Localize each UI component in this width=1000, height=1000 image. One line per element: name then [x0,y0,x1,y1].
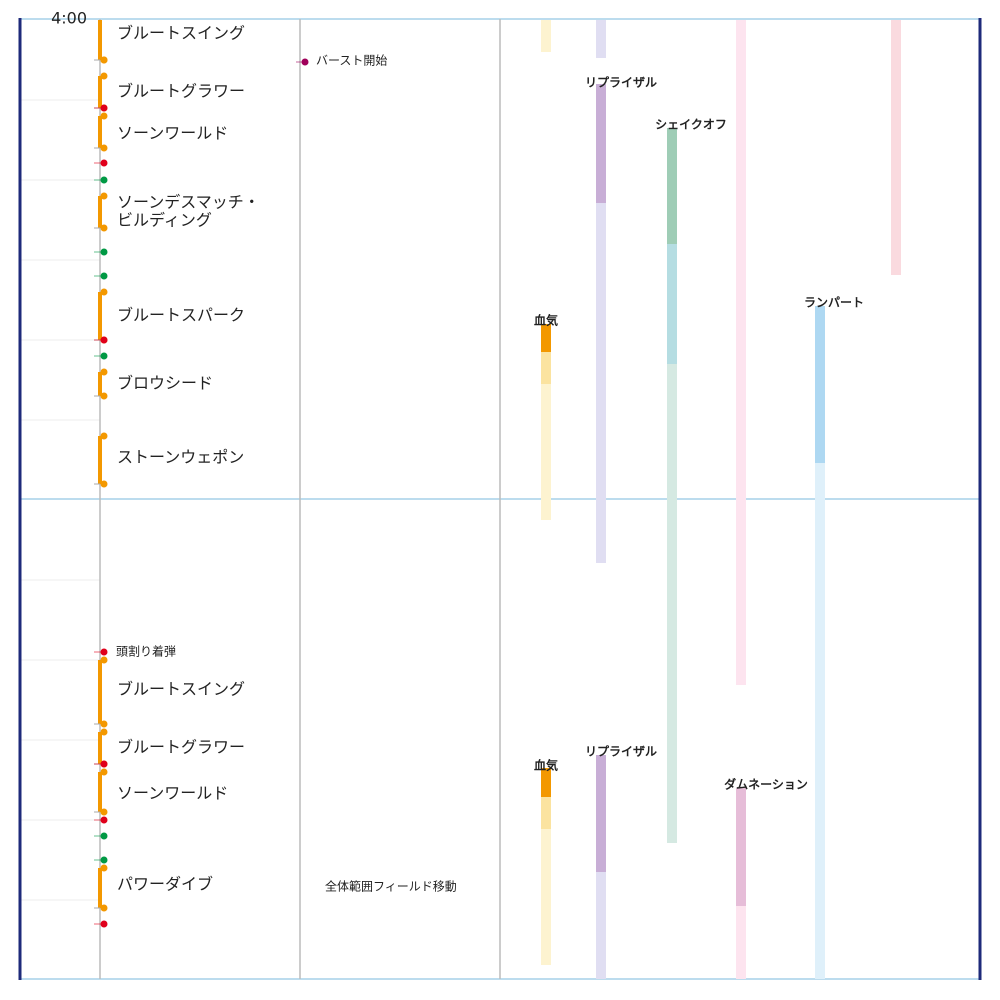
note-label: 全体範囲フィールド移動 [325,879,457,894]
buff-bar [815,306,825,463]
labels: 4:00 ブルートスイング ブルートグラワー ソーンワールド ソーンデスマッチ・… [51,9,864,894]
skill-dot [100,768,108,776]
buff-bar [541,829,551,965]
buff-label: ダムネーション [724,777,808,792]
buff-bar [541,352,551,384]
buff-bar [596,872,606,979]
skill-label: ブルートグラワー [117,738,245,757]
skill-label: ソーンデスマッチ・ [117,193,260,212]
skill-bar [98,868,102,908]
buff-bar [667,364,677,843]
skill-label: ブルートスパーク [117,306,245,325]
skill-label: ブロウシード [117,374,213,393]
skill-dot [100,720,108,728]
skill-dot [100,368,108,376]
skill-dot [100,192,108,200]
skill-dot [100,432,108,440]
skill-bar [98,20,102,60]
skill-dot [100,72,108,80]
skill-dot [100,144,108,152]
buff-label: リプライザル [585,744,657,759]
event-dot [100,648,108,656]
skill-dot [100,656,108,664]
note-label: バースト開始 [316,54,387,68]
skill-label: ソーンワールド [117,784,228,803]
skill-label: ソーンワールド [117,124,228,143]
buff-bar [667,244,677,364]
skill-bar [98,116,102,148]
grid [18,18,982,980]
bars [94,20,901,979]
event-dot [100,104,108,112]
buff-bar [596,20,606,58]
skill-label: ブルートスイング [117,24,245,43]
skill-dot [100,288,108,296]
skill-dot [100,224,108,232]
buff-bar [541,768,551,797]
event-dot [100,336,108,344]
buff-bar [541,384,551,520]
buff-bar [596,755,606,872]
skill-dot [100,480,108,488]
buff-bar [891,20,901,275]
buff-bar [541,324,551,352]
skill-bar [98,372,102,396]
buff-bar [541,20,551,52]
skill-label: ストーンウェポン [117,448,244,467]
skill-bar [98,292,102,340]
skill-dot [100,392,108,400]
buff-label: リプライザル [585,75,657,90]
buff-bar [541,797,551,829]
buff-bar [667,128,677,244]
buff-bar [596,203,606,563]
skill-bar [98,436,102,484]
skill-bar [98,732,102,764]
skill-label: ビルディング [117,211,212,230]
buff-bar [736,906,746,979]
buff-label: 血気 [534,313,558,328]
event-dot [100,352,108,360]
skill-dot [100,56,108,64]
buff-label: 血気 [534,758,558,773]
skill-label: ブルートスイング [117,680,245,699]
buff-label: シェイクオフ [655,118,727,132]
event-dot [100,816,108,824]
skill-dot [100,904,108,912]
skill-bar [98,76,102,108]
event-dot [100,856,108,864]
event-dot [100,159,108,167]
buff-bar [815,463,825,979]
event-dot [301,58,309,66]
event-dot [100,176,108,184]
note-label: 頭割り着弾 [116,644,176,659]
skill-bar [98,772,102,812]
event-dot [100,248,108,256]
skill-label: パワーダイブ [117,875,213,894]
skill-dot [100,112,108,120]
skill-dot [100,728,108,736]
buff-label: ランパート [804,296,864,310]
skill-bar [98,196,102,228]
buff-bar [596,84,606,203]
event-dot [100,760,108,768]
skill-dot [100,864,108,872]
event-dot [100,920,108,928]
event-dot [100,832,108,840]
time-label: 4:00 [51,9,87,28]
skill-bar [98,660,102,724]
buff-bar [736,788,746,906]
skill-label: ブルートグラワー [117,82,245,101]
event-dot [100,272,108,280]
buff-bar [736,20,746,685]
skill-dot [100,808,108,816]
